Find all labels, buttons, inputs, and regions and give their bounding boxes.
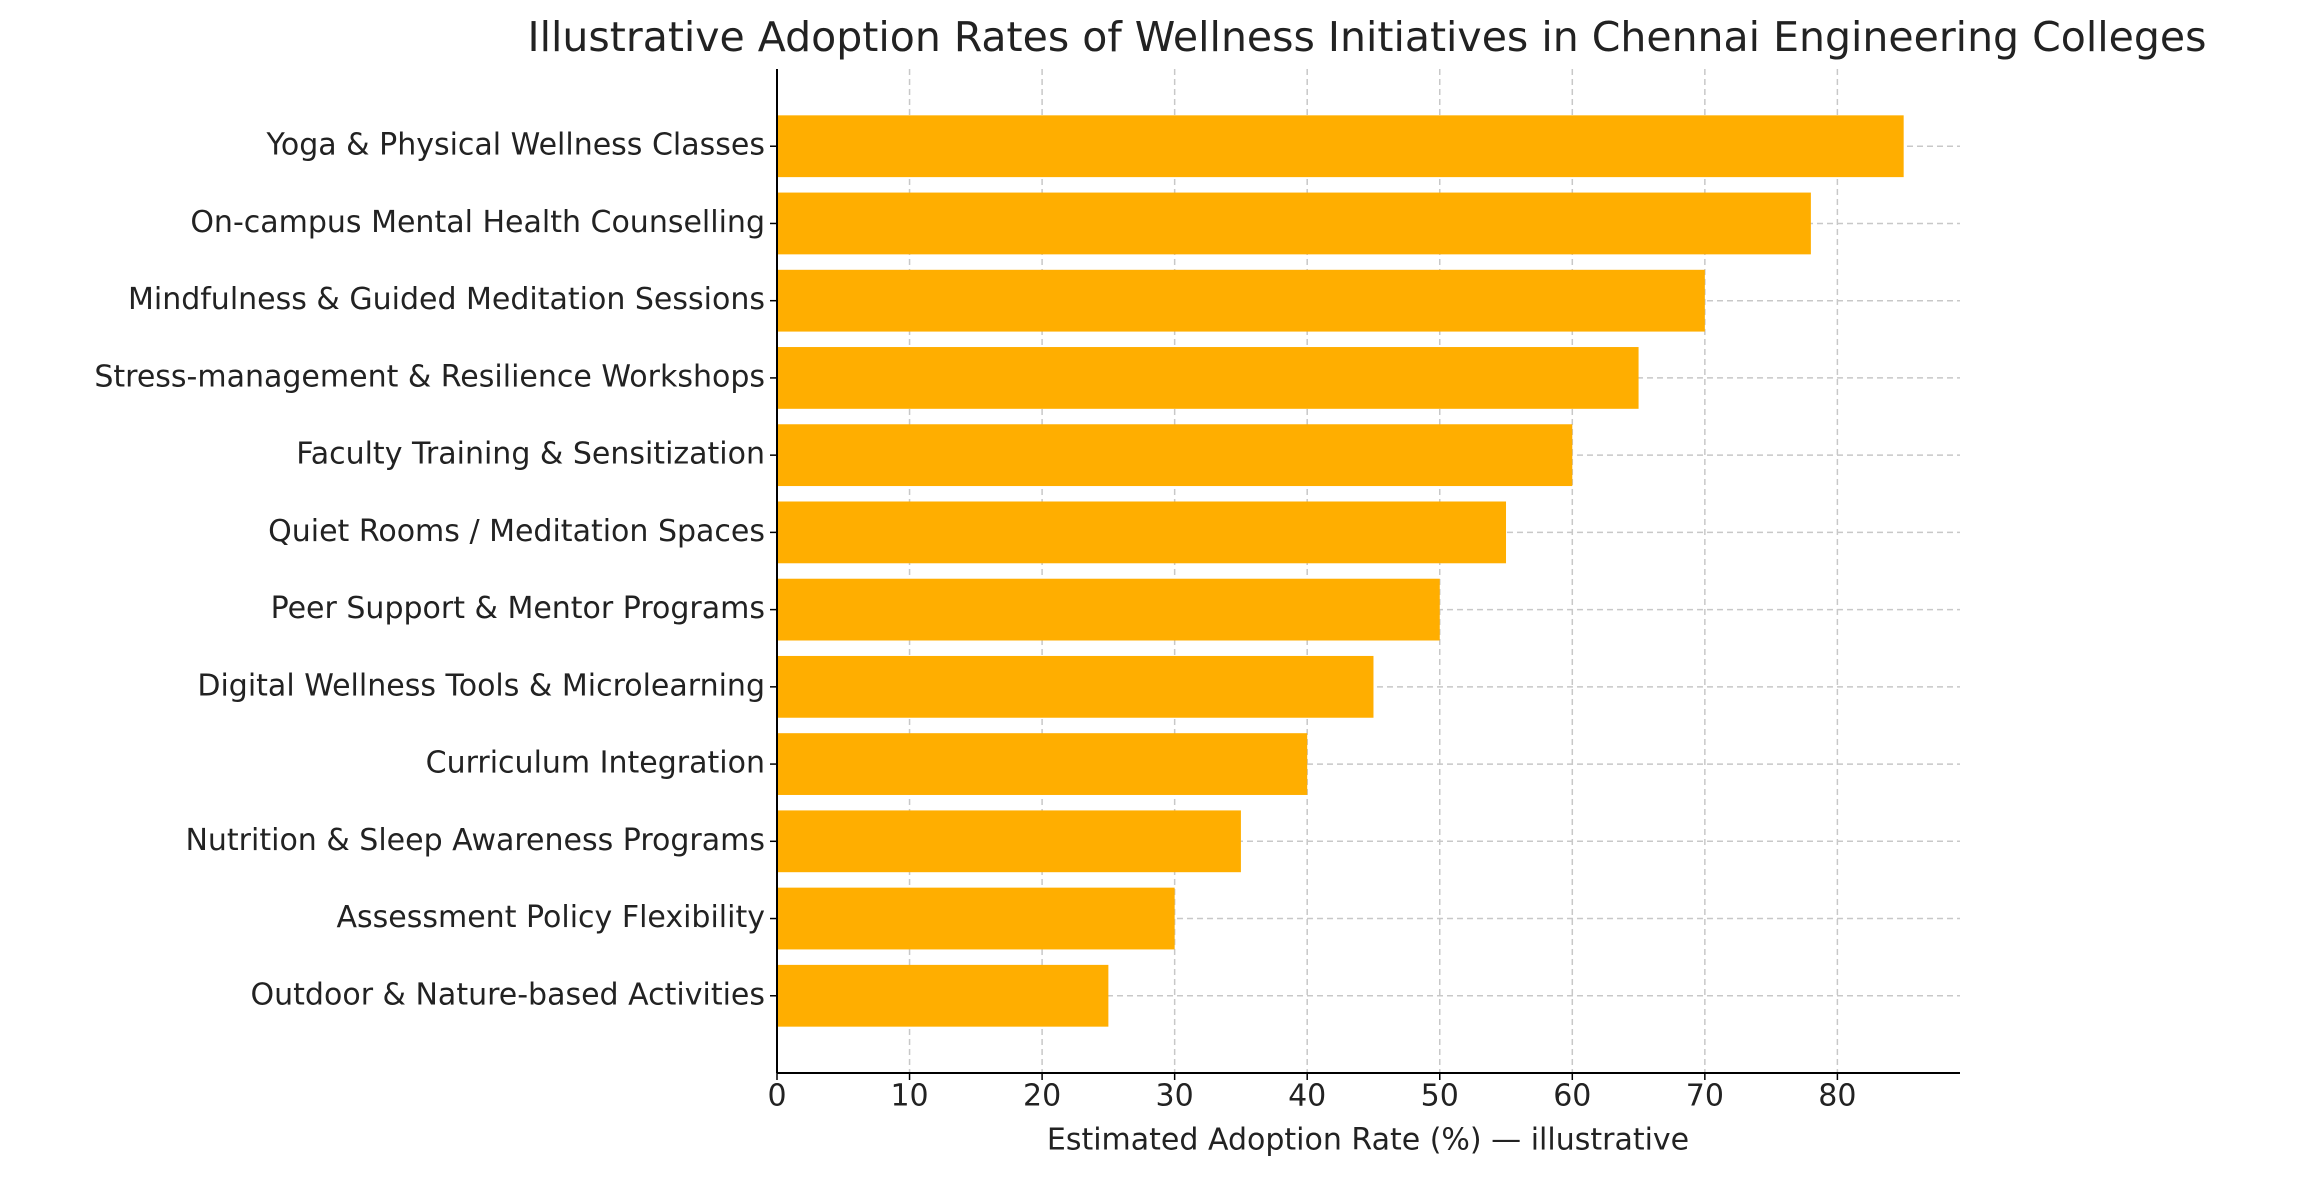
bar bbox=[777, 347, 1639, 409]
bar bbox=[777, 964, 1109, 1027]
x-tick-label: 0 bbox=[767, 1079, 786, 1114]
y-tick-label: Faculty Training & Sensitization bbox=[296, 437, 765, 472]
bar bbox=[777, 733, 1308, 795]
chart-title: Illustrative Adoption Rates of Wellness … bbox=[528, 13, 2207, 61]
x-tick-label: 40 bbox=[1288, 1079, 1326, 1114]
y-tick-label: Curriculum Integration bbox=[426, 746, 765, 781]
bar bbox=[777, 115, 1904, 178]
y-tick-label: Outdoor & Nature-based Activities bbox=[251, 977, 765, 1012]
y-tick-label: Digital Wellness Tools & Microlearning bbox=[197, 668, 765, 703]
y-tick-label: Stress-management & Resilience Workshops bbox=[94, 359, 765, 394]
x-tick-label: 60 bbox=[1553, 1079, 1591, 1114]
bar bbox=[777, 655, 1374, 718]
x-tick-label: 10 bbox=[890, 1079, 928, 1114]
y-tick-label: Mindfulness & Guided Meditation Sessions bbox=[128, 282, 765, 317]
bar bbox=[777, 501, 1507, 564]
x-tick-label: 70 bbox=[1686, 1079, 1724, 1114]
x-tick-label: 20 bbox=[1023, 1079, 1061, 1114]
y-tick-label: Peer Support & Mentor Programs bbox=[271, 591, 765, 626]
bar bbox=[777, 269, 1705, 332]
bar bbox=[777, 810, 1241, 873]
bar bbox=[777, 424, 1573, 487]
y-tick-label: Quiet Rooms / Meditation Spaces bbox=[268, 514, 765, 549]
bar bbox=[777, 192, 1811, 255]
y-tick-label: Yoga & Physical Wellness Classes bbox=[266, 128, 765, 163]
x-tick-label: 80 bbox=[1818, 1079, 1856, 1114]
bar bbox=[777, 578, 1440, 641]
x-tick-label: 50 bbox=[1421, 1079, 1459, 1114]
x-axis-label: Estimated Adoption Rate (%) — illustrati… bbox=[1047, 1123, 1689, 1158]
y-tick-label: Assessment Policy Flexibility bbox=[337, 900, 766, 935]
bar bbox=[777, 887, 1175, 950]
y-tick-label: Nutrition & Sleep Awareness Programs bbox=[185, 823, 765, 858]
x-tick-label: 30 bbox=[1156, 1079, 1194, 1114]
y-tick-label: On-campus Mental Health Counselling bbox=[190, 205, 765, 240]
